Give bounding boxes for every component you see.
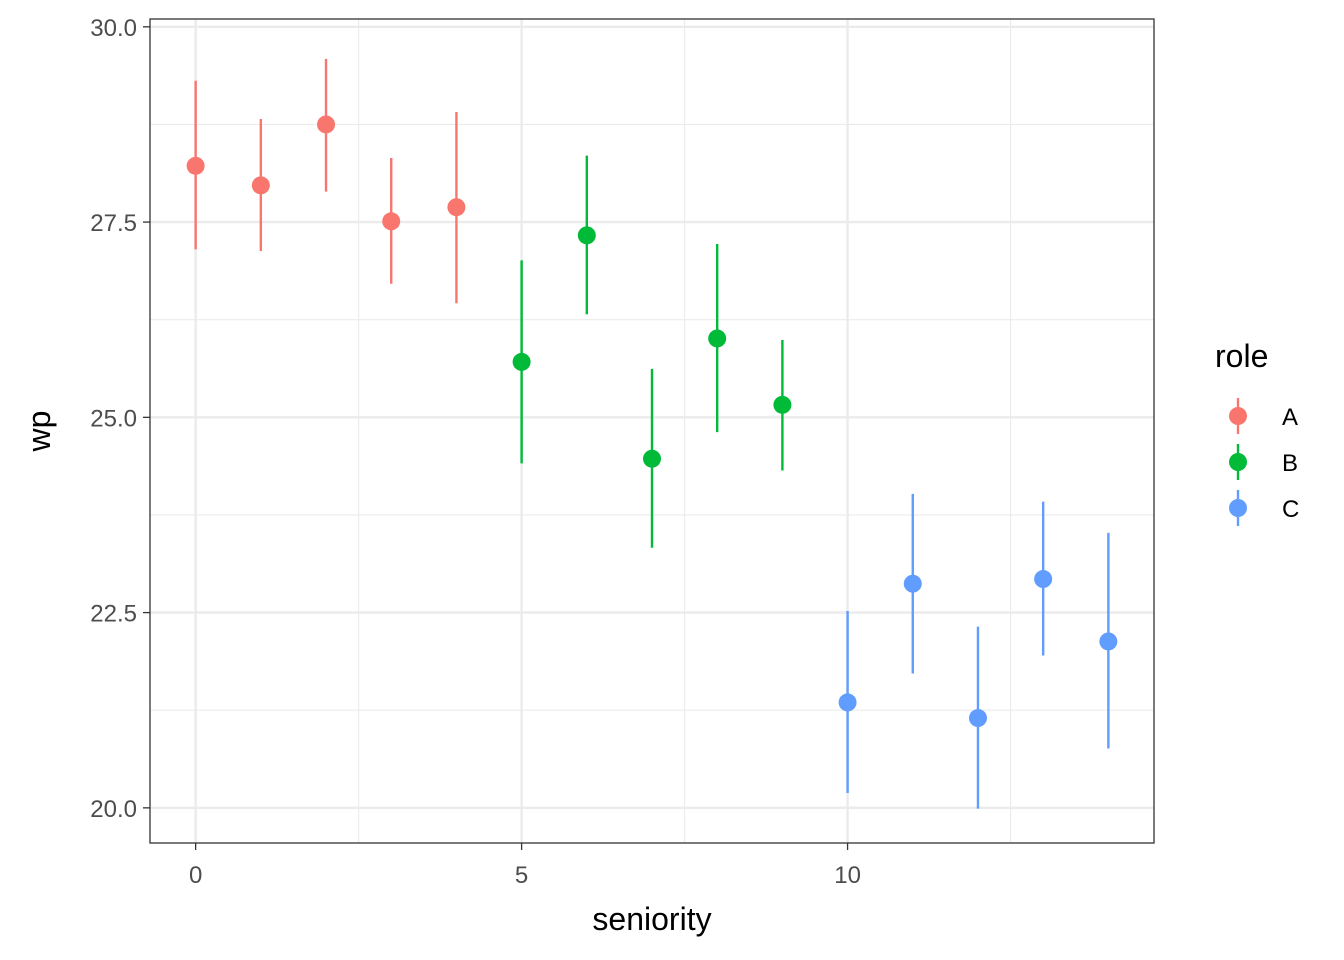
data-point bbox=[1034, 570, 1053, 589]
x-axis-title: seniority bbox=[592, 901, 711, 937]
data-point bbox=[447, 198, 466, 217]
x-axis: 0 5 10 bbox=[189, 843, 861, 889]
data-point bbox=[968, 709, 987, 728]
legend-key-point bbox=[1229, 407, 1247, 425]
data-point bbox=[1099, 632, 1118, 651]
series-A bbox=[186, 58, 466, 304]
data-point bbox=[577, 226, 596, 245]
series-B bbox=[512, 155, 792, 548]
legend-label: B bbox=[1282, 450, 1298, 477]
y-tick-label: 20.0 bbox=[90, 796, 137, 823]
legend-title: role bbox=[1215, 338, 1268, 374]
data-point bbox=[643, 449, 661, 468]
legend-label: C bbox=[1282, 496, 1299, 523]
x-tick-label: 0 bbox=[189, 862, 202, 889]
y-tick-label: 22.5 bbox=[90, 601, 137, 628]
y-tick-label: 25.0 bbox=[90, 405, 137, 432]
panel-border bbox=[149, 18, 1155, 844]
data-point bbox=[382, 212, 401, 231]
y-axis: 20.0 22.5 25.0 27.5 30.0 bbox=[90, 15, 150, 823]
data-point bbox=[251, 176, 270, 195]
data-series bbox=[186, 58, 1118, 809]
data-point bbox=[708, 329, 727, 348]
data-point bbox=[903, 574, 922, 593]
y-tick-label: 27.5 bbox=[90, 210, 137, 237]
legend: role ABC bbox=[1215, 338, 1299, 526]
data-point bbox=[186, 156, 205, 175]
legend-item-B: B bbox=[1229, 444, 1298, 480]
legend-key-point bbox=[1229, 453, 1247, 471]
y-axis-title: wp bbox=[21, 411, 57, 453]
data-point bbox=[773, 395, 792, 414]
series-C bbox=[838, 493, 1118, 809]
x-tick-label: 10 bbox=[834, 862, 861, 889]
legend-item-C: C bbox=[1229, 490, 1299, 526]
y-tick-label: 30.0 bbox=[90, 15, 137, 42]
legend-label: A bbox=[1282, 404, 1298, 431]
data-point bbox=[317, 115, 336, 134]
legend-key-point bbox=[1229, 499, 1247, 517]
legend-item-A: A bbox=[1229, 398, 1298, 434]
legend-items: ABC bbox=[1229, 398, 1299, 526]
data-point bbox=[838, 693, 857, 712]
data-point bbox=[512, 352, 531, 371]
x-tick-label: 5 bbox=[515, 862, 528, 889]
